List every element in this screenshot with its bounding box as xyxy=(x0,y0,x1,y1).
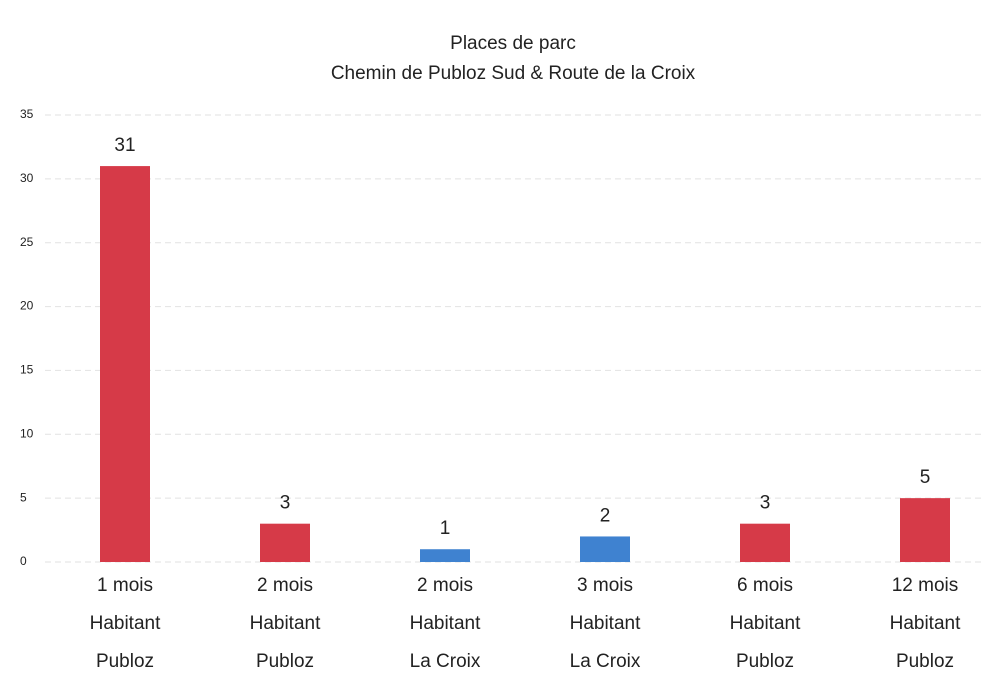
bar xyxy=(420,549,470,562)
x-tick-label: Habitant xyxy=(730,613,801,634)
x-tick-label: Habitant xyxy=(250,613,321,634)
bar xyxy=(100,166,150,563)
y-tick-label: 15 xyxy=(20,363,34,377)
x-tick-label: Publoz xyxy=(256,651,314,672)
chart-subtitle: Chemin de Publoz Sud & Route de la Croix xyxy=(331,63,696,84)
y-tick-label: 5 xyxy=(20,490,27,504)
x-tick-label: Publoz xyxy=(96,651,154,672)
x-tick-label: La Croix xyxy=(570,651,641,672)
bar xyxy=(740,523,790,562)
x-tick-label: 1 mois xyxy=(97,575,153,596)
y-tick-label: 0 xyxy=(20,554,27,568)
bar xyxy=(580,536,630,562)
x-tick-label: 2 mois xyxy=(257,575,313,596)
x-tick-label: Publoz xyxy=(736,651,794,672)
x-tick-label: Habitant xyxy=(570,613,641,634)
x-tick-label: 6 mois xyxy=(737,575,793,596)
value-label: 1 xyxy=(440,518,451,539)
x-tick-label: La Croix xyxy=(410,651,481,672)
value-label: 5 xyxy=(920,467,931,488)
value-label: 3 xyxy=(280,493,291,514)
value-label: 3 xyxy=(760,493,771,514)
chart-title: Places de parc xyxy=(450,33,576,54)
x-tick-label: Publoz xyxy=(896,651,954,672)
y-tick-label: 25 xyxy=(20,235,34,249)
x-tick-label: Habitant xyxy=(890,613,961,634)
x-tick-label: 2 mois xyxy=(417,575,473,596)
y-tick-label: 30 xyxy=(20,171,34,185)
value-label: 31 xyxy=(114,135,135,156)
x-tick-label: Habitant xyxy=(90,613,161,634)
y-tick-label: 35 xyxy=(20,107,34,121)
value-label: 2 xyxy=(600,505,611,526)
y-tick-label: 20 xyxy=(20,299,34,313)
x-tick-label: Habitant xyxy=(410,613,481,634)
x-tick-label: 3 mois xyxy=(577,575,633,596)
bar xyxy=(900,498,950,562)
y-tick-label: 10 xyxy=(20,426,34,440)
bar xyxy=(260,523,310,562)
x-tick-label: 12 mois xyxy=(892,575,959,596)
